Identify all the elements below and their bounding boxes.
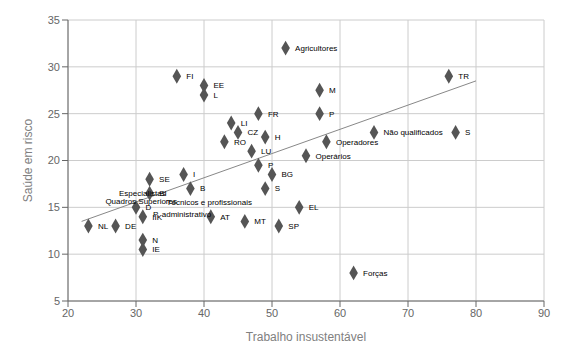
svg-text:Não qualificados: Não qualificados (384, 128, 443, 137)
svg-text:FI: FI (186, 72, 193, 81)
svg-text:S: S (275, 184, 280, 193)
svg-text:35: 35 (48, 14, 60, 26)
svg-text:BG: BG (282, 170, 294, 179)
svg-text:L: L (214, 91, 219, 100)
svg-text:EE: EE (214, 81, 225, 90)
svg-text:80: 80 (470, 307, 482, 319)
svg-text:50: 50 (266, 307, 278, 319)
svg-text:EL: EL (309, 203, 319, 212)
svg-text:Técnicos e profissionais: Técnicos e profissionais (167, 198, 252, 207)
svg-text:RO: RO (234, 138, 246, 147)
svg-text:25: 25 (48, 108, 60, 120)
svg-text:40: 40 (198, 307, 210, 319)
svg-text:5: 5 (54, 295, 60, 307)
svg-text:20: 20 (62, 307, 74, 319)
svg-text:CZ: CZ (248, 128, 259, 137)
svg-text:I: I (193, 170, 195, 179)
svg-text:Quadros Superiores: Quadros Superiores (105, 196, 177, 206)
svg-text:30: 30 (48, 61, 60, 73)
svg-text:Operadores: Operadores (336, 138, 378, 147)
svg-text:70: 70 (402, 307, 414, 319)
svg-text:MT: MT (254, 217, 266, 226)
svg-text:Especialistas: Especialistas (119, 189, 166, 199)
svg-text:SP: SP (288, 222, 299, 231)
svg-text:15: 15 (48, 201, 60, 213)
svg-text:IE: IE (152, 245, 160, 254)
svg-text:AT: AT (220, 213, 230, 222)
svg-text:10: 10 (48, 248, 60, 260)
svg-text:N: N (152, 236, 158, 245)
svg-text:B: B (200, 184, 205, 193)
svg-text:S: S (465, 128, 470, 137)
svg-text:LU: LU (261, 147, 271, 156)
svg-text:90: 90 (538, 307, 550, 319)
svg-text:60: 60 (334, 307, 346, 319)
svg-text:H: H (275, 133, 281, 142)
svg-text:LI: LI (241, 119, 248, 128)
svg-text:M: M (329, 86, 336, 95)
svg-text:Operários: Operários (316, 152, 351, 161)
svg-text:P: P (329, 110, 334, 119)
svg-text:20: 20 (48, 154, 60, 166)
svg-text:FR: FR (268, 110, 279, 119)
svg-text:D: D (146, 203, 152, 212)
svg-text:30: 30 (130, 307, 142, 319)
svg-text:SI: SI (159, 189, 167, 198)
svg-text:Trabalho insustentável: Trabalho insustentável (246, 330, 366, 344)
svg-text:SE: SE (159, 175, 170, 184)
svg-text:Saúde em risco: Saúde em risco (21, 118, 35, 202)
svg-text:DE: DE (125, 222, 136, 231)
svg-text:NL: NL (98, 222, 109, 231)
svg-text:P: P (268, 161, 273, 170)
svg-text:Agricultores: Agricultores (295, 44, 337, 53)
svg-text:IIK: IIK (152, 213, 162, 222)
svg-text:P. administrativo: P. administrativo (153, 209, 212, 219)
svg-text:TR: TR (458, 72, 469, 81)
svg-text:Forças: Forças (363, 269, 387, 278)
